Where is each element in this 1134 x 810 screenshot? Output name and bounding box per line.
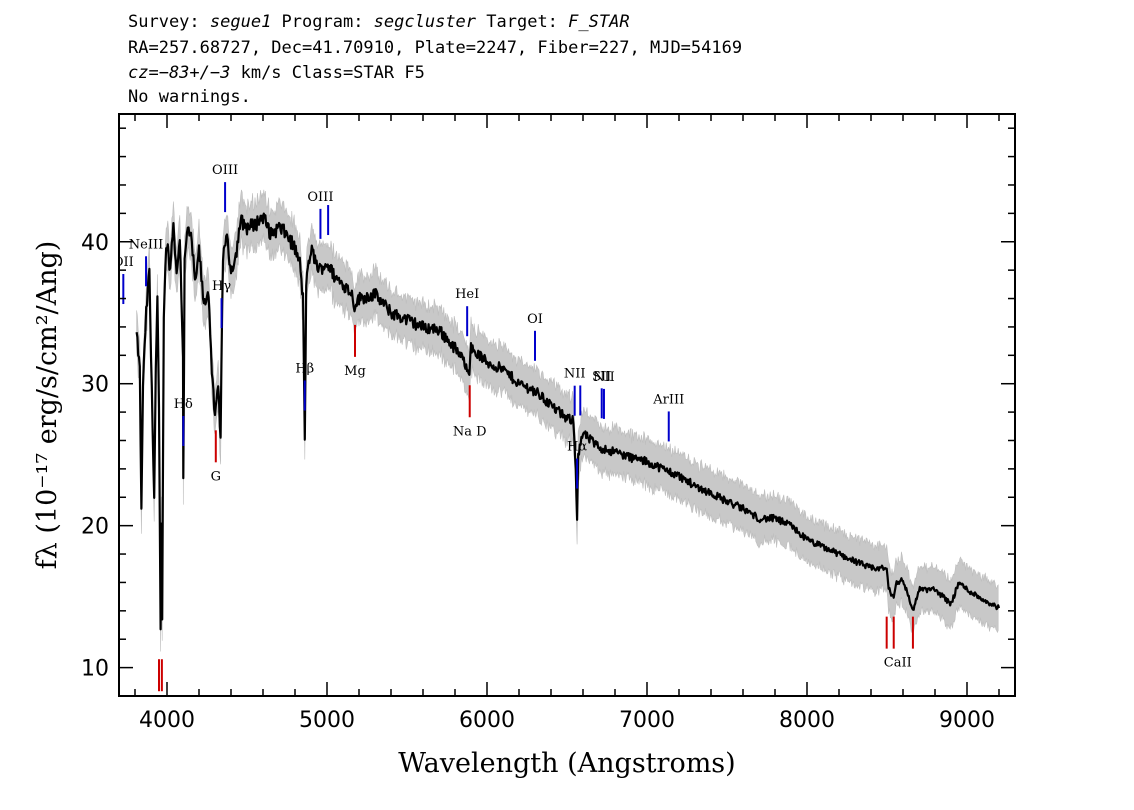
line-marker-label: OIII	[212, 163, 238, 178]
line-marker-label: Hγ	[212, 279, 231, 294]
line-marker-label: Hα	[567, 440, 587, 455]
x-tick-label: 9000	[939, 708, 995, 733]
line-marker-label: Hβ	[295, 361, 314, 376]
y-axis-ticks: 10 20 30 40	[81, 127, 1015, 682]
target-value: F_STAR	[568, 12, 630, 32]
survey-value: segue1	[209, 12, 272, 32]
line-marker-label: Hδ	[174, 397, 193, 412]
x-tick-label: 6000	[459, 708, 515, 733]
line-marker-label: NII	[564, 367, 586, 382]
y-tick-label: 10	[81, 657, 109, 682]
line-marker-label: OI	[527, 312, 543, 327]
line-marker-label: NII	[593, 370, 615, 385]
line-marker-label: Na D	[453, 424, 487, 439]
target-label: Target:	[476, 12, 569, 32]
y-tick-label: 40	[81, 231, 109, 256]
line-marker-label: OIII	[307, 190, 333, 205]
y-tick-label: 30	[81, 373, 109, 398]
program-value: segcluster	[373, 12, 477, 32]
line-marker-label: Mg	[344, 364, 366, 379]
line-marker-label: G	[211, 469, 221, 484]
x-axis-ticks: 4000 5000 6000 7000 8000 9000	[134, 114, 1000, 733]
header-line-3: cz=−83+/−3 km/s Class=STAR F5	[128, 63, 425, 83]
plot-frame	[118, 113, 1016, 697]
line-marker-label: ArIII	[652, 392, 684, 407]
x-tick-label: 8000	[779, 708, 835, 733]
spectrum-series	[135, 212, 1001, 631]
header-line-1: Survey: segue1 Program: segcluster Targe…	[128, 12, 630, 32]
line-marker-label: CaII	[884, 656, 912, 671]
line-markers: OIINeIIIHδHγOIIIHβOIIIHeIOINIIHαSIINIIAr…	[113, 163, 914, 692]
line-marker-label: HeI	[455, 287, 479, 302]
x-tick-label: 4000	[139, 708, 195, 733]
x-tick-label: 7000	[619, 708, 675, 733]
y-axis-title: fλ (10⁻¹⁷ erg/s/cm²/Ang)	[32, 241, 63, 570]
header-line-2: RA=257.68727, Dec=41.70910, Plate=2247, …	[128, 38, 743, 58]
program-label: Program:	[271, 12, 374, 32]
line-marker-label: NeIII	[129, 237, 163, 252]
header-line-4: No warnings.	[128, 87, 251, 107]
x-tick-label: 5000	[299, 708, 355, 733]
survey-label: Survey:	[128, 12, 210, 32]
y-tick-label: 20	[81, 515, 109, 540]
line-marker-label: OII	[113, 255, 134, 270]
x-axis-title: Wavelength (Angstroms)	[398, 748, 735, 779]
class-value: km/s Class=STAR F5	[230, 63, 425, 83]
spectrum-line	[135, 212, 1001, 631]
line-marker-label: SII	[592, 369, 611, 384]
redshift-value: cz=−83+/−3	[128, 63, 231, 83]
